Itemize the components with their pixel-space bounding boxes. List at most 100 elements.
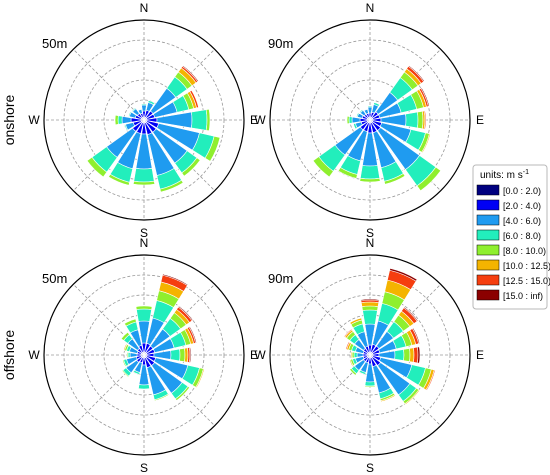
sector-NNW-bin-6: [349, 317, 363, 325]
compass-n-label: N: [140, 1, 149, 15]
outer-ring: [269, 19, 471, 221]
sector-ENE-bin-8: [420, 87, 430, 107]
sector-ESE-bin-5: [204, 135, 221, 162]
sector-NNW-bin-3: [137, 108, 143, 115]
sector-WNW-bin-6: [123, 343, 128, 351]
legend-swatch-2: [476, 199, 500, 211]
height-label: 50m: [42, 271, 67, 286]
sector-E-bin-7: [413, 346, 419, 364]
sector-SSE-bin-5: [154, 393, 170, 402]
legend-swatch-7: [476, 274, 500, 286]
sector-SE-bin-5: [181, 157, 201, 177]
wind-rose-panel-3: N S E W 50m: [28, 236, 258, 475]
sector-N-bin-4: [362, 309, 378, 325]
sector-NNE-bin-8: [389, 267, 418, 282]
row-label-offshore: offshore: [1, 330, 17, 381]
legend-label-1: [0.0 : 2.0): [503, 186, 541, 196]
legend-label-8: [15.0 : inf): [503, 291, 543, 301]
sector-W-bin-3: [121, 116, 132, 124]
sector-S-bin-4: [364, 381, 376, 387]
sector-SSW-bin-4: [359, 369, 367, 375]
sector-NW-bin-4: [131, 107, 137, 113]
legend-label-2: [2.0 : 4.0): [503, 201, 541, 211]
sector-SSE-bin-5: [383, 173, 406, 185]
sector-NW-bin-5: [120, 331, 130, 341]
compass-e-label: E: [250, 113, 258, 127]
sector-WNW-bin-4: [128, 111, 132, 117]
sector-W-bin-4: [348, 116, 353, 124]
sector-S-bin-5: [132, 180, 156, 186]
sector-N-bin-4: [141, 103, 147, 106]
legend-swatch-6: [476, 259, 500, 271]
sector-S-bin-4: [138, 384, 150, 390]
legend-title: units: m s-1: [480, 169, 529, 181]
sector-E-bin-7: [423, 110, 427, 130]
outer-ring: [43, 254, 245, 456]
sector-N-bin-5: [135, 305, 153, 310]
sector-NW-bin-7: [343, 328, 353, 338]
sector-WNW-bin-4: [355, 112, 360, 118]
sector-ENE-bin-8: [188, 326, 197, 344]
sector-ESE-bin-6: [421, 133, 431, 154]
sector-SW-bin-5: [121, 369, 130, 378]
sector-N-bin-4: [367, 105, 373, 108]
compass-w-label: W: [28, 113, 40, 127]
sector-W-bin-4: [353, 352, 358, 358]
sector-N-bin-3: [367, 106, 373, 114]
sector-SSE-bin-5: [159, 179, 184, 193]
sector-N-bin-6: [360, 301, 380, 308]
sector-E-bin-4: [191, 109, 208, 131]
wind-rose-panel-4: N S E W 90m: [254, 236, 484, 475]
sector-WNW-bin-7: [345, 341, 351, 350]
wind-rose-panel-2: N S E W 90m: [254, 1, 484, 240]
sector-E-bin-5: [417, 110, 424, 130]
sector-SSW-bin-5: [108, 173, 130, 186]
compass-w-label: W: [254, 113, 266, 127]
sector-S-bin-4: [133, 167, 155, 183]
sector-S-bin-5: [364, 385, 376, 388]
legend-swatch-5: [476, 244, 500, 256]
sector-ESE-bin-7: [425, 369, 436, 391]
sector-W-bin-6: [350, 351, 353, 359]
sector-E-bin-5: [179, 347, 186, 363]
legend-label-4: [6.0 : 8.0): [503, 231, 541, 241]
sector-W-bin-5: [346, 115, 350, 125]
legend-title-superscript: -1: [523, 169, 529, 176]
compass-e-label: E: [476, 348, 484, 362]
sector-WSW-bin-4: [124, 123, 129, 131]
outer-ring: [43, 19, 245, 221]
height-label: 90m: [268, 36, 293, 51]
sector-ESE-bin-6: [195, 368, 205, 389]
sector-NE-bin-8: [407, 65, 425, 83]
compass-n-label: N: [366, 1, 375, 15]
wind-sectors: [343, 267, 436, 406]
compass-s-label: S: [140, 226, 148, 240]
legend-label-7: [12.5 : 15.0): [503, 276, 550, 286]
sector-NE-bin-8: [181, 65, 199, 83]
compass-s-label: S: [366, 226, 374, 240]
sector-WSW-bin-4: [353, 123, 358, 130]
sector-SSW-bin-4: [133, 369, 141, 375]
sector-N-bin-8: [360, 298, 380, 302]
wind-rose-panel-1: N S E W 50m: [28, 1, 258, 240]
compass-e-label: E: [250, 348, 258, 362]
sector-NNW-bin-3: [363, 108, 369, 115]
outer-ring: [269, 254, 471, 456]
sector-SW-bin-5: [86, 156, 108, 178]
sector-E-bin-8: [189, 346, 192, 364]
speed-legend: units: m s-1 [0.0 : 2.0) [2.0 : 4.0) [4.0 :…: [472, 164, 550, 310]
sector-E-bin-5: [403, 348, 411, 362]
wind-sectors: [86, 65, 221, 193]
compass-w-label: W: [28, 348, 40, 362]
legend-swatch-1: [476, 184, 500, 196]
legend-label-6: [10.0 : 12.5): [503, 261, 550, 271]
sector-E-bin-5: [205, 108, 211, 132]
legend-label-3: [4.0 : 6.0): [503, 216, 541, 226]
sector-E-bin-4: [170, 348, 181, 362]
sector-E-bin-6: [409, 347, 415, 363]
sector-SW-bin-5: [312, 156, 334, 178]
sector-SSE-bin-6: [380, 394, 396, 403]
sector-SE-bin-5: [174, 385, 190, 401]
sector-N-bin-5: [361, 305, 379, 311]
